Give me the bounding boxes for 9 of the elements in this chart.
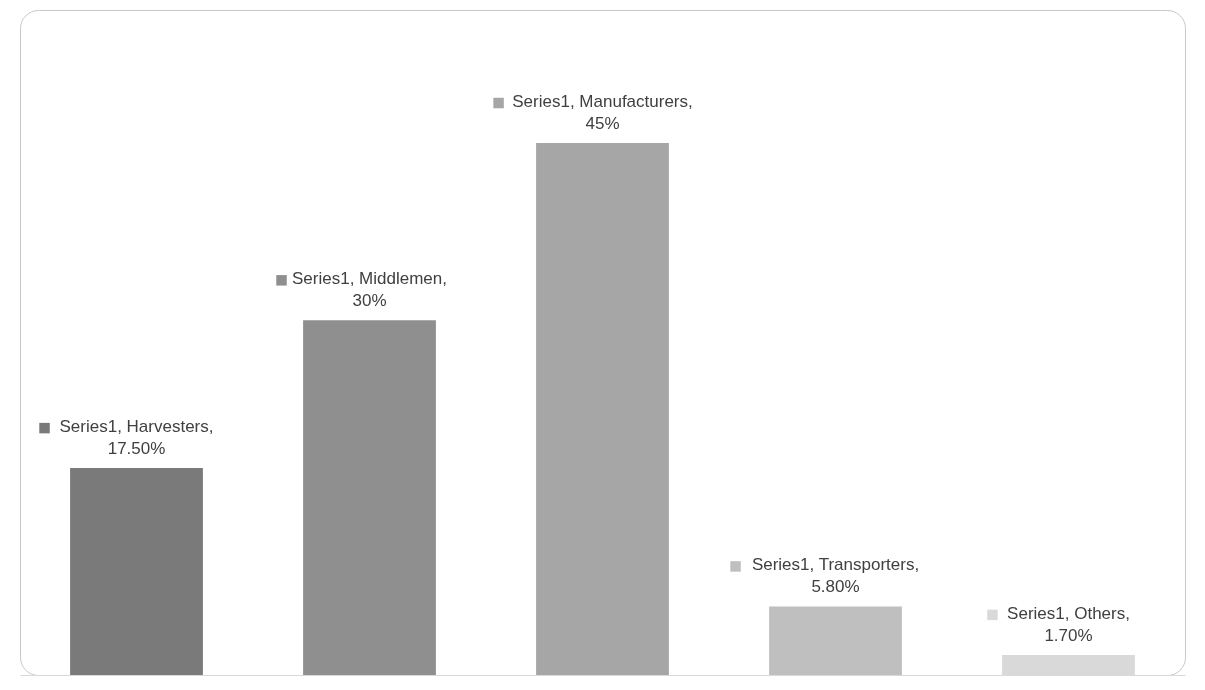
data-label: Series1, Manufacturers, 45% bbox=[512, 92, 693, 133]
bar bbox=[769, 606, 902, 675]
data-label: Series1, Others, 1.70% bbox=[1007, 603, 1130, 645]
bar bbox=[70, 468, 203, 675]
bar bbox=[536, 143, 669, 675]
data-label: Series1, Transporters, 5.80% bbox=[751, 555, 920, 597]
bar bbox=[303, 320, 436, 675]
data-label: Series1, Harvesters, 17.50% bbox=[59, 417, 214, 459]
data-label: Series1, Middlemen, 30% bbox=[292, 269, 447, 311]
